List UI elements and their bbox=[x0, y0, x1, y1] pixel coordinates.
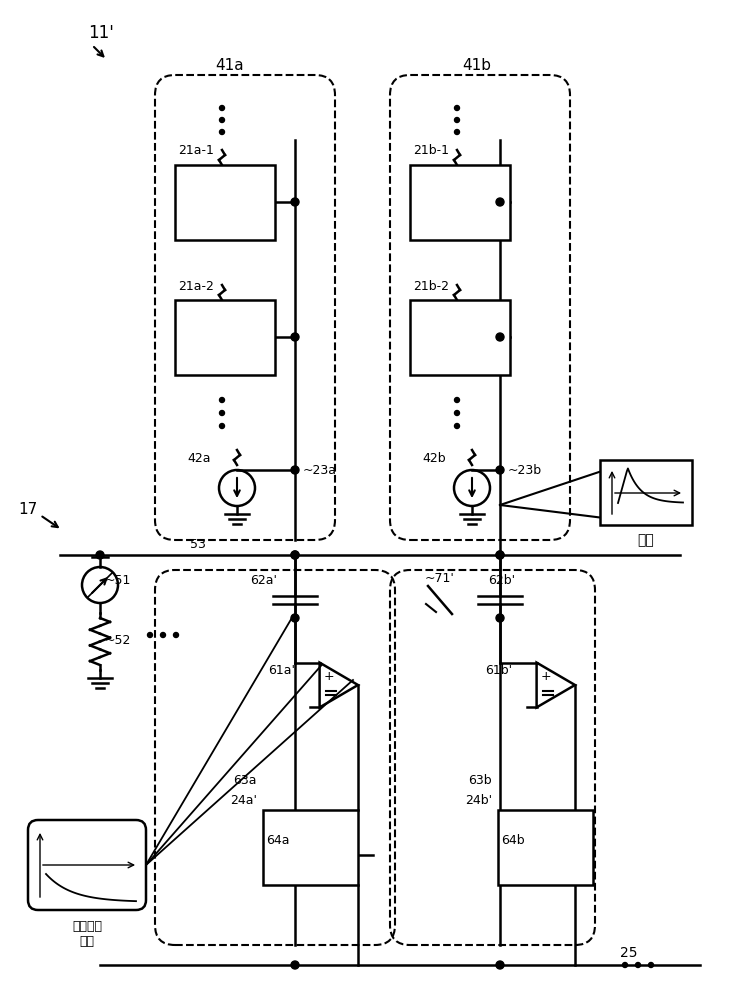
Text: 61a': 61a' bbox=[268, 664, 295, 676]
Circle shape bbox=[291, 333, 299, 341]
Text: 信号相关
噪声: 信号相关 噪声 bbox=[72, 920, 102, 948]
Bar bbox=[263, 810, 358, 885]
Circle shape bbox=[455, 410, 460, 416]
Circle shape bbox=[649, 962, 654, 968]
Text: 24a': 24a' bbox=[230, 794, 257, 806]
Circle shape bbox=[455, 424, 460, 428]
Circle shape bbox=[635, 962, 640, 968]
Circle shape bbox=[496, 551, 504, 559]
Circle shape bbox=[496, 466, 504, 474]
Bar bbox=[498, 810, 593, 885]
Circle shape bbox=[148, 633, 152, 638]
Circle shape bbox=[173, 633, 179, 638]
Circle shape bbox=[220, 424, 225, 428]
Circle shape bbox=[455, 105, 460, 110]
Text: 11': 11' bbox=[88, 24, 114, 42]
Circle shape bbox=[496, 198, 504, 206]
Text: 21a-2: 21a-2 bbox=[178, 279, 214, 292]
Text: 信号: 信号 bbox=[638, 533, 654, 547]
Circle shape bbox=[496, 333, 504, 341]
Bar bbox=[410, 300, 510, 375]
Circle shape bbox=[220, 129, 225, 134]
Circle shape bbox=[291, 614, 299, 622]
Text: 41a: 41a bbox=[216, 57, 244, 73]
Text: ~23a: ~23a bbox=[303, 464, 337, 477]
Text: ~51: ~51 bbox=[105, 574, 131, 586]
Bar bbox=[175, 300, 275, 375]
Text: 62b': 62b' bbox=[488, 574, 515, 586]
Circle shape bbox=[496, 961, 504, 969]
Text: 42b: 42b bbox=[422, 452, 446, 464]
Text: ~23b: ~23b bbox=[508, 464, 542, 477]
Text: ~71': ~71' bbox=[425, 572, 455, 584]
Bar bbox=[410, 165, 510, 240]
Circle shape bbox=[455, 117, 460, 122]
Circle shape bbox=[160, 633, 165, 638]
Circle shape bbox=[291, 551, 299, 559]
Text: 21b-2: 21b-2 bbox=[413, 279, 449, 292]
Circle shape bbox=[220, 410, 225, 416]
FancyBboxPatch shape bbox=[28, 820, 146, 910]
Text: 63b: 63b bbox=[468, 774, 492, 786]
Circle shape bbox=[291, 551, 299, 559]
Text: 64a: 64a bbox=[266, 834, 289, 846]
Text: +: + bbox=[541, 670, 551, 684]
Circle shape bbox=[291, 198, 299, 206]
Circle shape bbox=[291, 961, 299, 969]
Circle shape bbox=[220, 397, 225, 402]
Text: 61b': 61b' bbox=[485, 664, 512, 676]
Circle shape bbox=[455, 397, 460, 402]
Circle shape bbox=[622, 962, 627, 968]
Circle shape bbox=[291, 466, 299, 474]
Text: 21a-1: 21a-1 bbox=[178, 144, 214, 157]
Circle shape bbox=[220, 105, 225, 110]
Bar bbox=[600, 460, 692, 525]
Text: 41b: 41b bbox=[463, 57, 491, 73]
Bar bbox=[175, 165, 275, 240]
Text: 62a': 62a' bbox=[250, 574, 277, 586]
Text: 64b: 64b bbox=[501, 834, 525, 846]
Circle shape bbox=[96, 551, 104, 559]
Text: 17: 17 bbox=[18, 502, 37, 518]
Text: ~52: ~52 bbox=[105, 634, 131, 647]
Circle shape bbox=[496, 551, 504, 559]
Text: +: + bbox=[324, 670, 335, 684]
Text: 42a: 42a bbox=[187, 452, 211, 464]
Text: 21b-1: 21b-1 bbox=[413, 144, 449, 157]
Circle shape bbox=[496, 614, 504, 622]
Text: 24b': 24b' bbox=[465, 794, 492, 806]
Circle shape bbox=[220, 117, 225, 122]
Text: 25: 25 bbox=[620, 946, 638, 960]
Circle shape bbox=[455, 129, 460, 134]
Text: 63a: 63a bbox=[233, 774, 256, 786]
Text: 53: 53 bbox=[190, 538, 206, 552]
